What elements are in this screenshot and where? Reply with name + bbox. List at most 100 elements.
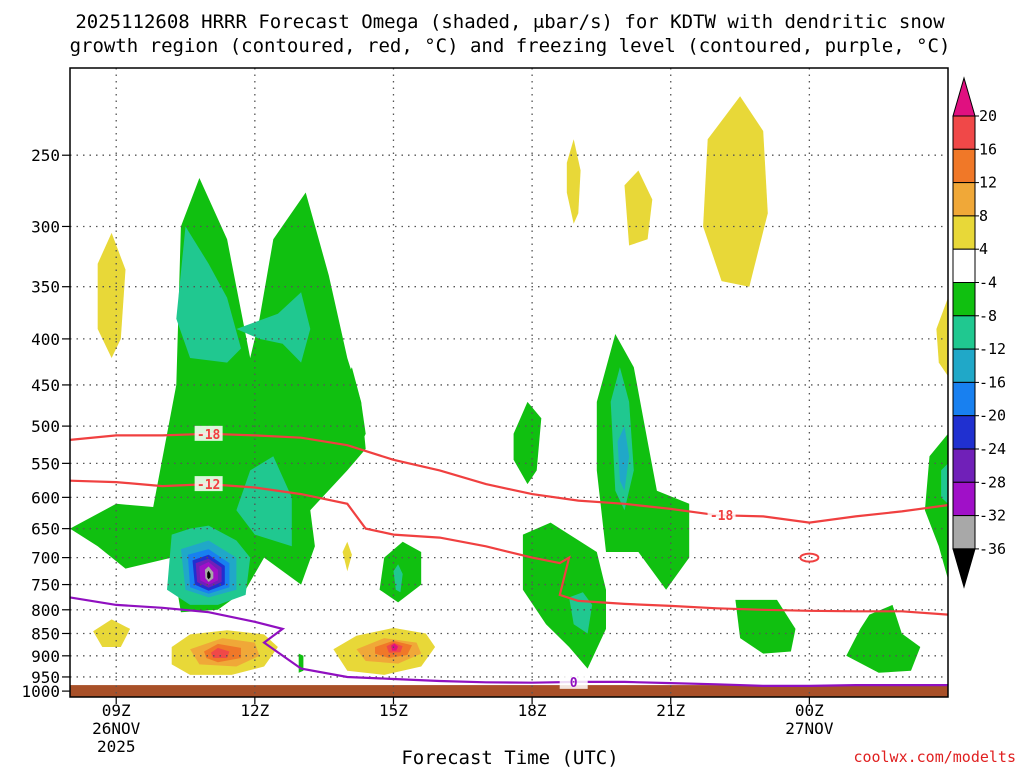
omega-region-36 bbox=[210, 647, 230, 658]
colorbar-swatch bbox=[952, 381, 976, 417]
ground-fill bbox=[70, 685, 948, 697]
y-tick-label: 400 bbox=[31, 330, 60, 349]
y-tick-label: 350 bbox=[31, 278, 60, 297]
x-tick-label: 09Z bbox=[102, 701, 131, 720]
colorbar-label: -4 bbox=[979, 274, 997, 292]
omega-region-15 bbox=[513, 401, 542, 485]
colorbar-label: -28 bbox=[979, 473, 1006, 491]
y-tick-label: 650 bbox=[31, 520, 60, 539]
y-tick-label: 300 bbox=[31, 217, 60, 236]
colorbar-swatch bbox=[952, 348, 976, 383]
y-tick-label: 750 bbox=[31, 576, 60, 595]
plot-frame bbox=[69, 67, 949, 698]
omega-region-27 bbox=[566, 139, 581, 224]
colorbar-label: -20 bbox=[979, 407, 1006, 425]
chart-title-line-2: growth region (contoured, red, °C) and f… bbox=[70, 35, 951, 57]
omega-region-11 bbox=[207, 570, 211, 580]
omega-region-41 bbox=[391, 643, 399, 651]
contour-line-2 bbox=[69, 596, 948, 687]
omega-region-28 bbox=[624, 170, 653, 246]
omega-region-12 bbox=[333, 367, 366, 464]
omega-region-3 bbox=[236, 456, 292, 547]
colorbar-label: -36 bbox=[979, 540, 1006, 558]
y-tick-label: 500 bbox=[31, 417, 60, 436]
colorbar-swatch bbox=[952, 481, 976, 517]
omega-shading bbox=[70, 96, 948, 675]
y-axis: 250 300 350 400 450 500 550 600 650 700 750 800 850 9… bbox=[21, 146, 70, 701]
temperature-contours: -18 -12 -18 0 bbox=[69, 425, 949, 691]
x-tick-label: 18Z bbox=[518, 701, 547, 720]
colorbar-swatch bbox=[952, 115, 976, 150]
x-tick-label: 26NOV bbox=[92, 719, 141, 738]
omega-region-17 bbox=[569, 592, 593, 634]
y-tick-label: 900 bbox=[31, 647, 60, 666]
colorbar-bottom-arrow bbox=[952, 548, 976, 589]
colorbar-swatch bbox=[952, 315, 976, 350]
colorbar-swatch bbox=[952, 515, 976, 550]
y-tick-label: 250 bbox=[31, 146, 60, 165]
x-tick-label: 00Z bbox=[795, 701, 824, 720]
colorbar-top-arrow bbox=[952, 76, 976, 117]
colorbar-label: -16 bbox=[979, 373, 1006, 391]
x-tick-label: 27NOV bbox=[785, 719, 834, 738]
x-tick-label: 21Z bbox=[656, 701, 685, 720]
x-tick-label: 12Z bbox=[240, 701, 269, 720]
y-tick-label: 950 bbox=[31, 668, 60, 687]
y-tick-label: 850 bbox=[31, 624, 60, 643]
colorbar-label: 16 bbox=[979, 140, 997, 158]
colorbar-label: 4 bbox=[979, 240, 988, 258]
colorbar-label: -24 bbox=[979, 440, 1006, 458]
omega-region-18 bbox=[596, 334, 690, 590]
colorbar-label: 12 bbox=[979, 174, 997, 192]
colorbar-label: 20 bbox=[979, 107, 997, 125]
y-tick-label: 800 bbox=[31, 601, 60, 620]
colorbar-swatch bbox=[952, 282, 976, 317]
grid-lines bbox=[70, 68, 948, 697]
colorbar-swatch bbox=[952, 148, 976, 184]
omega-region-26 bbox=[97, 232, 126, 358]
watermark: coolwx.com/modelts bbox=[853, 748, 1016, 766]
colorbar-swatch bbox=[952, 248, 976, 283]
contour-label: -18 bbox=[710, 509, 734, 524]
colorbar-label: 8 bbox=[979, 207, 988, 225]
y-tick-label: 600 bbox=[31, 488, 60, 507]
omega-region-30 bbox=[936, 297, 948, 377]
y-tick-label: 550 bbox=[31, 454, 60, 473]
omega-region-32 bbox=[93, 619, 131, 647]
contour-label-bg bbox=[559, 673, 588, 689]
colorbar-label: -8 bbox=[979, 307, 997, 325]
x-axis-label: Forecast Time (UTC) bbox=[401, 747, 618, 768]
y-tick-label: 1000 bbox=[21, 682, 60, 701]
x-tick-label: 15Z bbox=[379, 701, 408, 720]
x-tick-label: 2025 bbox=[97, 737, 136, 756]
colorbar-swatch bbox=[952, 182, 976, 217]
y-tick-label: 450 bbox=[31, 376, 60, 395]
ground-rect bbox=[70, 685, 948, 697]
colorbar-swatch bbox=[952, 215, 976, 250]
omega-region-22 bbox=[846, 604, 921, 673]
contour-loop bbox=[799, 552, 820, 563]
omega-region-14 bbox=[393, 564, 403, 593]
contour-label: 0 bbox=[570, 676, 578, 691]
contour-label-bg bbox=[194, 476, 223, 492]
omega-region-1 bbox=[176, 226, 241, 363]
chart-title-line-1: 2025112608 HRRR Forecast Omega (shaded, … bbox=[75, 11, 945, 33]
omega-region-21 bbox=[735, 599, 796, 654]
contour-label: -18 bbox=[197, 428, 221, 443]
colorbar-label: -12 bbox=[979, 340, 1006, 358]
omega-region-29 bbox=[703, 96, 768, 287]
colorbar-label: -32 bbox=[979, 507, 1006, 525]
omega-region-20 bbox=[617, 426, 630, 491]
colorbar-swatch bbox=[952, 448, 976, 483]
omega-region-2 bbox=[236, 292, 311, 363]
contour-label: -12 bbox=[197, 478, 220, 493]
contour-label-bg bbox=[194, 425, 223, 441]
contour-label-bg bbox=[707, 507, 736, 523]
contour-line-1 bbox=[69, 479, 949, 616]
omega-region-24 bbox=[941, 463, 948, 504]
y-tick-label: 700 bbox=[31, 549, 60, 568]
colorbar: 20 16 12 8 4 -4 -8 -12 -16 -20 -24 -28 -32 -36 bbox=[952, 76, 1006, 589]
omega-region-31 bbox=[342, 541, 352, 572]
